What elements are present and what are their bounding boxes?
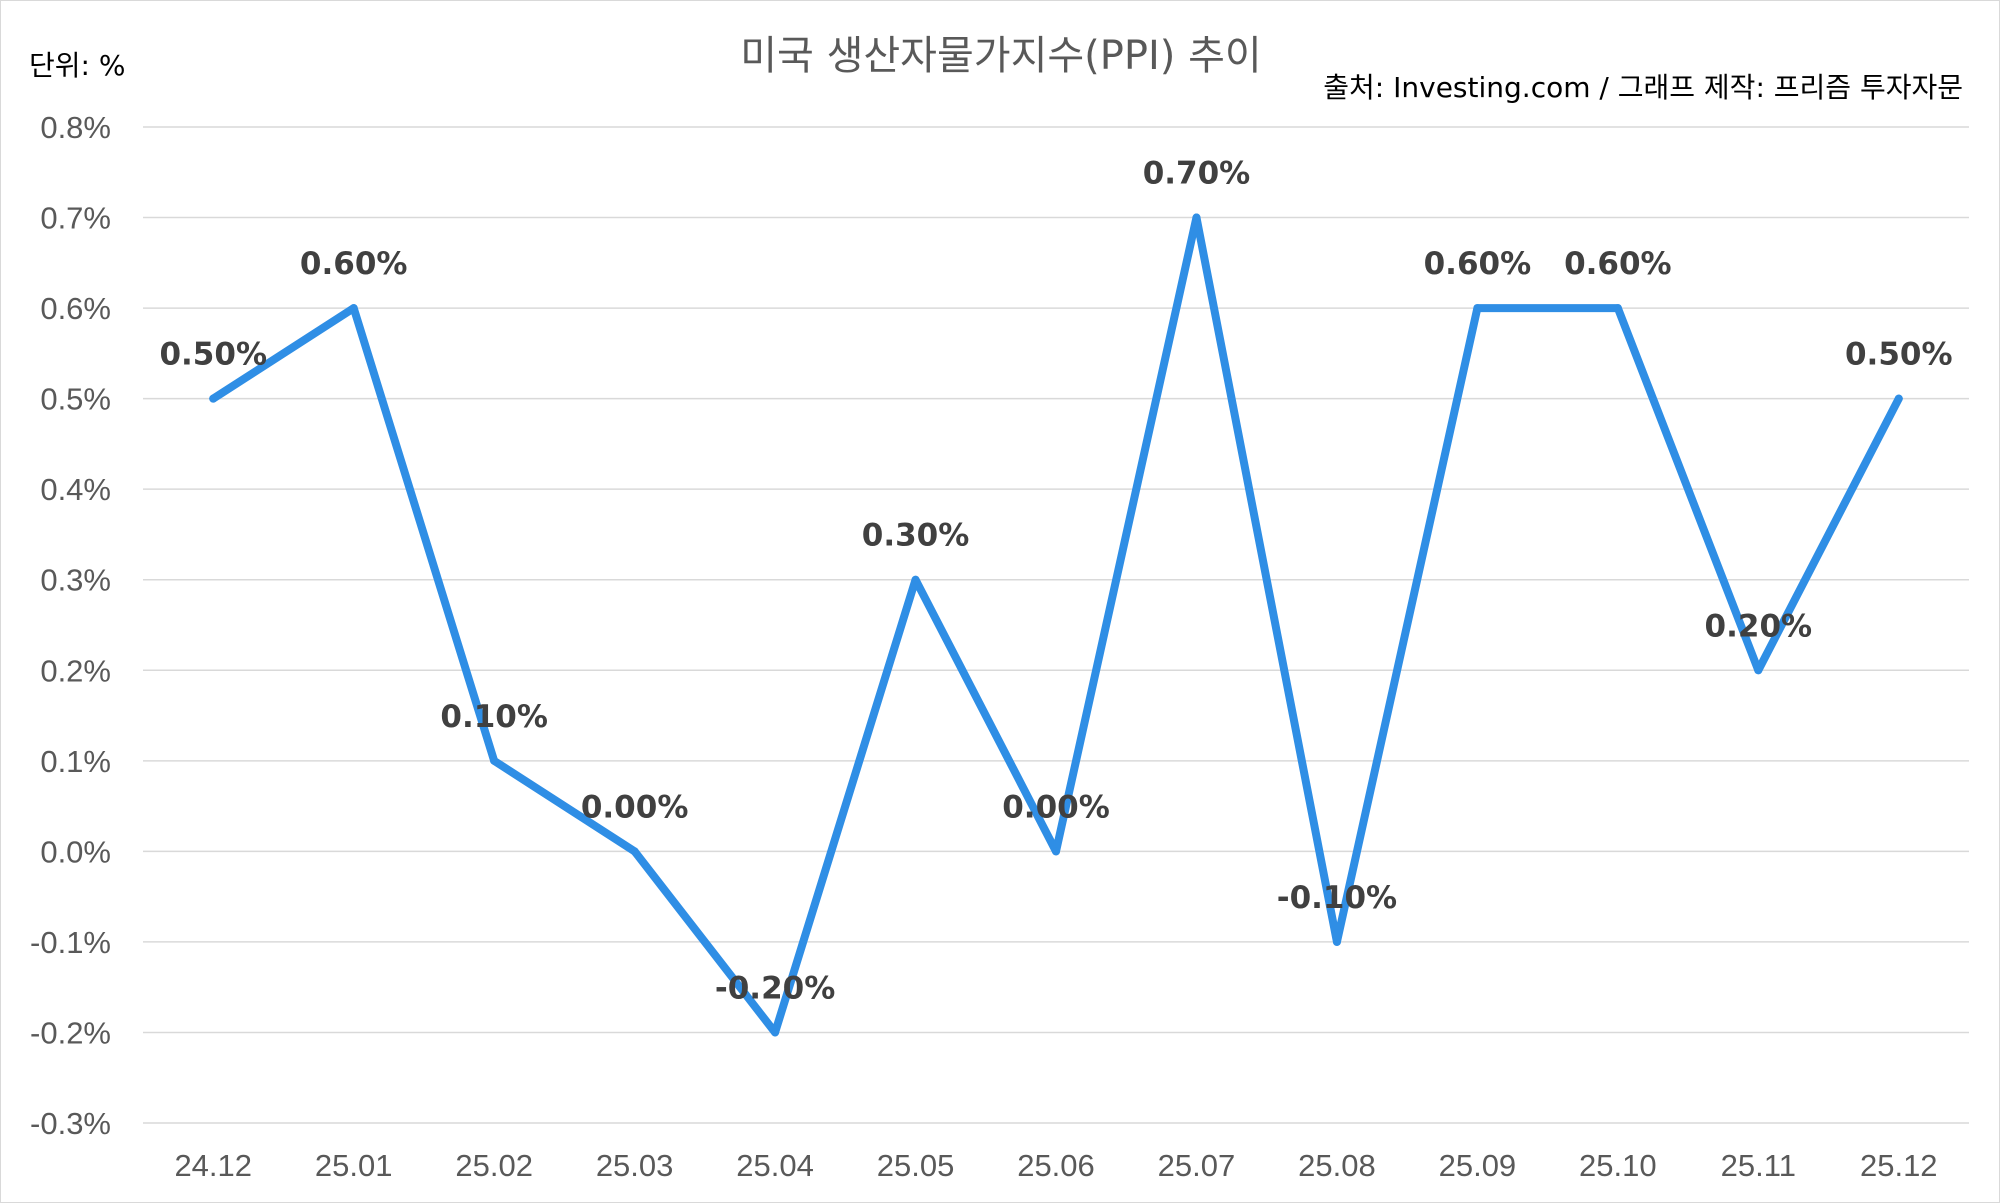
data-label: 0.60% [1424,246,1532,282]
x-tick-label: 25.11 [1721,1148,1796,1183]
data-label: -0.10% [1277,880,1397,916]
data-point [1754,666,1763,675]
data-point [630,847,639,856]
source-note: 출처: Investing.com / 그래프 제작: 프리즘 투자자문 [1323,71,1963,104]
x-tick-label: 24.12 [174,1148,252,1183]
data-labels: 0.50% 0.60% 0.10% 0.00% -0.20% 0.30% 0.00% 0.70… [159,156,1952,1007]
x-tick-label: 25.03 [596,1148,674,1183]
data-point [209,394,218,403]
y-tick-label: 0.7% [40,201,111,236]
data-label: 0.70% [1143,156,1251,192]
y-tick-label: 0.8% [40,110,111,145]
data-label: 0.10% [440,699,548,735]
x-tick-label: 25.06 [1017,1148,1095,1183]
unit-label: 단위: % [29,49,125,82]
x-tick-label: 25.01 [315,1148,393,1183]
y-tick-label: 0.5% [40,382,111,417]
y-tick-label: 0.6% [40,291,111,326]
x-tick-label: 25.09 [1439,1148,1517,1183]
data-point [771,1028,780,1037]
series-line [209,213,1903,1037]
x-tick-label: 25.05 [877,1148,955,1183]
data-point [1894,394,1903,403]
x-tick-label: 25.02 [455,1148,533,1183]
x-tick-label: 25.04 [736,1148,814,1183]
data-point [1192,213,1201,222]
data-label: 0.20% [1705,608,1813,644]
data-label: 0.60% [300,246,408,282]
data-label: 0.30% [862,518,970,554]
data-point [349,304,358,313]
y-tick-label: 0.4% [40,472,111,507]
x-axis-ticks: 24.12 25.01 25.02 25.03 25.04 25.05 25.06 25.07… [174,1148,1937,1183]
y-tick-label: 0.3% [40,563,111,598]
data-point [1473,304,1482,313]
y-tick-label: -0.3% [30,1106,111,1141]
data-label: 0.00% [1002,789,1110,825]
x-tick-label: 25.12 [1860,1148,1938,1183]
y-tick-label: 0.1% [40,744,111,779]
data-label: 0.50% [159,337,267,373]
y-tick-label: 0.2% [40,653,111,688]
data-label: -0.20% [715,970,835,1006]
x-tick-label: 25.10 [1579,1148,1657,1183]
gridlines [143,126,1969,1124]
chart-title: 미국 생산자물가지수(PPI) 추이 [740,33,1261,79]
y-tick-label: 0.0% [40,834,111,869]
data-point [1052,847,1060,856]
y-tick-label: -0.1% [30,925,111,960]
data-label: 0.60% [1564,246,1672,282]
series-layer [209,213,1903,1037]
y-axis-ticks: 0.8% 0.7% 0.6% 0.5% 0.4% 0.3% 0.2% 0.1% 0.0% -0.1… [30,110,111,1141]
data-label: 0.00% [581,789,689,825]
x-tick-label: 25.07 [1158,1148,1236,1183]
data-point [1332,937,1341,946]
y-tick-label: -0.2% [30,1015,111,1050]
data-point [490,756,499,765]
x-tick-label: 25.08 [1298,1148,1376,1183]
data-label: 0.50% [1845,337,1953,373]
data-point [911,575,920,584]
data-point [1613,304,1622,313]
